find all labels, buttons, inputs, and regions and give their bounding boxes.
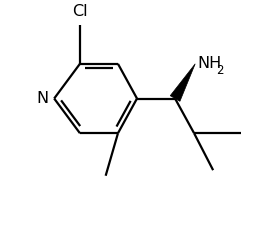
Text: 2: 2 (216, 64, 224, 77)
Text: N: N (36, 91, 48, 106)
Text: NH: NH (198, 56, 222, 71)
Polygon shape (170, 64, 195, 101)
Text: Cl: Cl (72, 4, 88, 19)
